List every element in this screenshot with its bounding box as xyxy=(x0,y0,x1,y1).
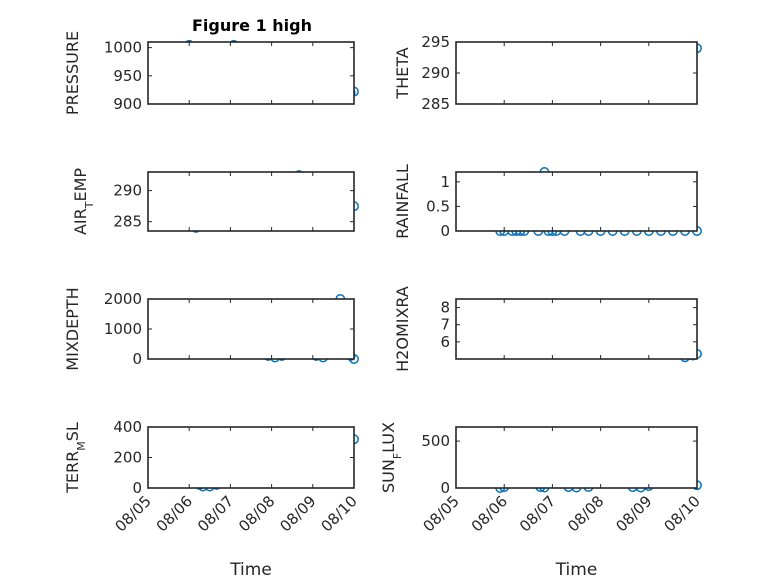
axes-frame xyxy=(455,298,698,360)
y-tick-label: 0 xyxy=(132,350,142,368)
subplot-mixdepth: 0 1000 2000 MIXDEPTH xyxy=(63,287,359,371)
x-tick-label: 08/06 xyxy=(153,492,196,535)
y-tick-label: 7 xyxy=(440,316,450,334)
axes-frame xyxy=(147,41,355,105)
y-tick-label: 900 xyxy=(113,95,142,113)
y-tick-label: 200 xyxy=(113,449,142,467)
x-tick-label: 08/09 xyxy=(276,492,319,535)
x-tick-label: 08/06 xyxy=(468,492,511,535)
y-tick-label: 290 xyxy=(421,64,450,82)
figure-title: Figure 1 high xyxy=(192,16,312,35)
axes-frame xyxy=(455,41,698,105)
y-tick-label: 0 xyxy=(132,479,142,497)
y-tick-label: 500 xyxy=(421,432,450,450)
x-tick-label: 08/08 xyxy=(564,492,607,535)
x-tick-label: 08/07 xyxy=(516,492,559,535)
x-tick-label: 08/08 xyxy=(235,492,278,535)
y-tick-label: 0 xyxy=(440,222,450,240)
x-tick-label: 08/10 xyxy=(318,492,361,535)
y-tick-label: 285 xyxy=(113,213,142,231)
y-axis-label: H2OMIXRA xyxy=(393,286,412,372)
y-axis-label: THETA xyxy=(393,47,412,99)
y-axis-label: TERRMSL xyxy=(63,422,88,494)
y-tick-label: 6 xyxy=(440,333,450,351)
axes-frame xyxy=(455,171,698,232)
y-axis-label: RAINFALL xyxy=(393,164,412,239)
y-axis-label: AIRTEMP xyxy=(71,168,96,235)
x-tick-label: 08/09 xyxy=(612,492,655,535)
y-tick-label: 0 xyxy=(440,479,450,497)
y-tick-label: 950 xyxy=(113,67,142,85)
y-tick-label: 1000 xyxy=(104,320,142,338)
axes-frame xyxy=(455,426,698,489)
y-tick-label: 0.5 xyxy=(426,197,450,215)
y-tick-label: 8 xyxy=(440,299,450,317)
subplot-h2omixra: 678 H2OMIXRA xyxy=(393,286,702,372)
x-tick-label: 08/05 xyxy=(420,492,463,535)
y-axis-label: MIXDEPTH xyxy=(63,287,82,370)
y-tick-label: 2000 xyxy=(104,290,142,308)
x-tick-label: 08/07 xyxy=(194,492,237,535)
y-tick-label: 295 xyxy=(421,33,450,51)
y-tick-label: 1 xyxy=(440,173,450,191)
subplot-rainfall: 0 0.5 1 RAINFALL xyxy=(393,164,702,240)
axes-frame xyxy=(147,426,355,489)
x-tick-label: 08/10 xyxy=(661,492,704,535)
axes-frame xyxy=(147,171,355,232)
subplot-pressure: 900 950 1000 PRESSURE xyxy=(63,31,359,115)
y-axis-label: SUNFLUX xyxy=(379,422,404,493)
x-tick-label: 08/05 xyxy=(112,492,155,535)
subplot-sun-flux: 0 500 08/05 08/06 08/07 08/08 08/09 08/10 Time SU… xyxy=(379,422,704,580)
y-tick-label: 1000 xyxy=(104,39,142,57)
y-tick-label: 285 xyxy=(421,95,450,113)
y-tick-label: 400 xyxy=(113,418,142,436)
x-axis-label: Time xyxy=(555,560,598,580)
subplot-air-temp: 285 290 AIRTEMP xyxy=(71,168,359,235)
subplot-theta: 285 290 295 THETA xyxy=(393,33,702,113)
x-axis-label: Time xyxy=(229,560,272,580)
y-axis-label: PRESSURE xyxy=(63,31,82,115)
y-tick-label: 290 xyxy=(113,182,142,200)
axes-frame xyxy=(147,298,355,360)
